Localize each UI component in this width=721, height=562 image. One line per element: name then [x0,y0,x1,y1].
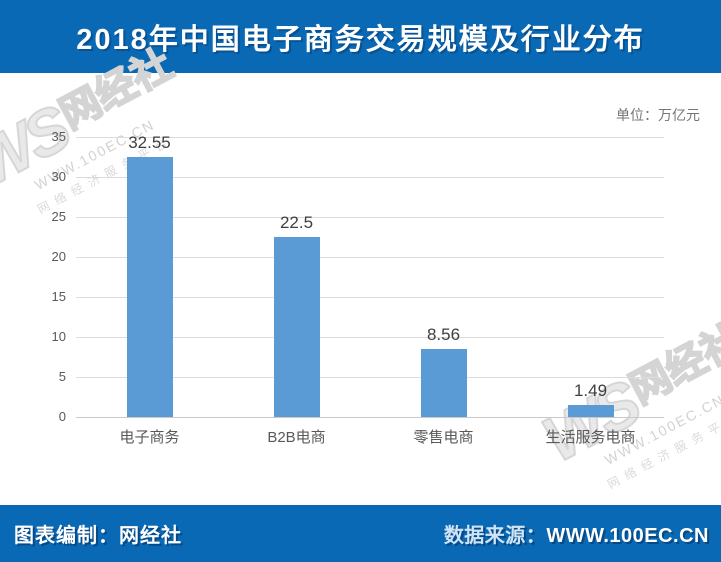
footer-banner: 图表编制：网经社 数据来源：WWW.100EC.CN [0,505,721,562]
x-axis-category-label: B2B电商 [267,429,326,446]
data-source-label: 数据来源： [443,525,547,547]
bar-value-label: 8.56 [426,324,461,344]
y-axis-tick-label: 5 [58,369,66,384]
gridline-30 [76,177,664,178]
data-source: 数据来源：WWW.100EC.CN [444,519,709,548]
y-axis-tick-label: 20 [51,249,66,264]
bar-value-label: 22.5 [279,213,314,232]
bar-4 [567,405,614,417]
bar-2 [273,237,320,417]
bar-value-label: 32.55 [128,132,171,152]
chart-credit: 图表编制：网经社 [14,525,182,547]
y-axis-tick-label: 25 [51,209,66,224]
gridline-0 [76,417,664,418]
plot-area: 32.55 22.5 8.56 1.49 [76,133,664,418]
y-axis-tick-label: 0 [58,409,66,424]
header-banner: 2018年中国电子商务交易规模及行业分布 [0,0,721,73]
gridline-20 [76,257,664,258]
gridline-5 [76,377,664,378]
chart-area: WS网经社 WWW.100EC.CN 网络经济服务平台 WS网经社 WWW.10… [0,41,721,505]
gridline-10 [76,337,664,338]
gridline-25 [76,217,664,218]
x-axis-category-label: 生活服务电商 [545,429,636,446]
y-axis-tick-label: 30 [51,169,66,184]
bar-value-label: 1.49 [573,381,608,401]
bar-3 [420,348,467,417]
data-source-url: WWW.100EC.CN [546,525,709,547]
y-axis-tick-label: 35 [51,129,66,144]
y-axis-tick-label: 15 [51,289,66,304]
x-axis-category-label: 零售电商 [413,429,474,446]
unit-label: 单位：万亿元 [616,107,700,123]
y-axis-tick-label: 10 [51,329,66,344]
bar-1 [126,156,173,417]
x-axis-category-label: 电子商务 [119,429,180,446]
gridline-35 [76,137,664,138]
gridline-15 [76,297,664,298]
chart-title: 2018年中国电子商务交易规模及行业分布 [76,23,645,56]
